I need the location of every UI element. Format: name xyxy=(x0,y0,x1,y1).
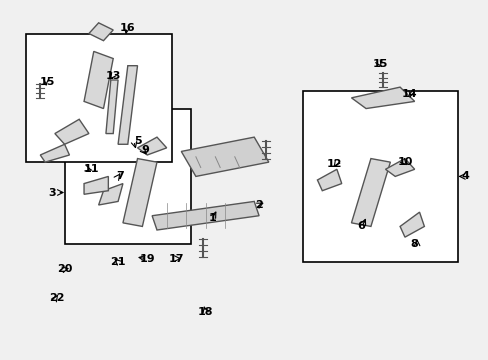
Text: 1: 1 xyxy=(208,212,216,222)
Text: 13: 13 xyxy=(105,71,121,81)
Text: 7: 7 xyxy=(117,171,124,181)
Polygon shape xyxy=(40,144,69,162)
Text: 9: 9 xyxy=(141,145,148,155)
Text: 17: 17 xyxy=(168,253,184,264)
Text: 15: 15 xyxy=(40,77,55,87)
Polygon shape xyxy=(385,158,414,176)
Bar xyxy=(302,91,458,262)
Polygon shape xyxy=(84,51,113,109)
Text: 6: 6 xyxy=(357,221,365,231)
Polygon shape xyxy=(106,80,118,134)
Bar xyxy=(26,33,171,162)
Text: 3: 3 xyxy=(48,188,56,198)
Text: 10: 10 xyxy=(396,157,412,167)
Polygon shape xyxy=(99,184,122,205)
Polygon shape xyxy=(317,169,341,191)
Text: 8: 8 xyxy=(410,239,418,249)
Text: 12: 12 xyxy=(326,159,342,169)
Text: 20: 20 xyxy=(57,264,72,274)
Text: 15: 15 xyxy=(372,59,387,69)
Polygon shape xyxy=(84,176,108,194)
Polygon shape xyxy=(89,23,113,41)
Polygon shape xyxy=(351,158,389,226)
Text: 4: 4 xyxy=(461,171,468,181)
Text: 5: 5 xyxy=(133,136,141,146)
Polygon shape xyxy=(152,202,259,230)
Text: 14: 14 xyxy=(401,89,417,99)
Text: 19: 19 xyxy=(139,253,155,264)
Text: 16: 16 xyxy=(120,23,135,33)
Polygon shape xyxy=(55,119,89,144)
Text: 11: 11 xyxy=(83,164,99,174)
Polygon shape xyxy=(118,66,137,144)
Bar xyxy=(64,109,191,244)
Polygon shape xyxy=(351,87,414,109)
Polygon shape xyxy=(137,137,166,155)
Polygon shape xyxy=(399,212,424,237)
Text: 2: 2 xyxy=(255,200,263,210)
Polygon shape xyxy=(122,158,157,226)
Text: 21: 21 xyxy=(110,257,125,267)
Polygon shape xyxy=(181,137,268,176)
Text: 18: 18 xyxy=(198,307,213,317)
Text: 22: 22 xyxy=(49,293,65,303)
